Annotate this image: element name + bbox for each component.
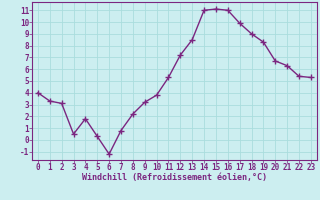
X-axis label: Windchill (Refroidissement éolien,°C): Windchill (Refroidissement éolien,°C) xyxy=(82,173,267,182)
